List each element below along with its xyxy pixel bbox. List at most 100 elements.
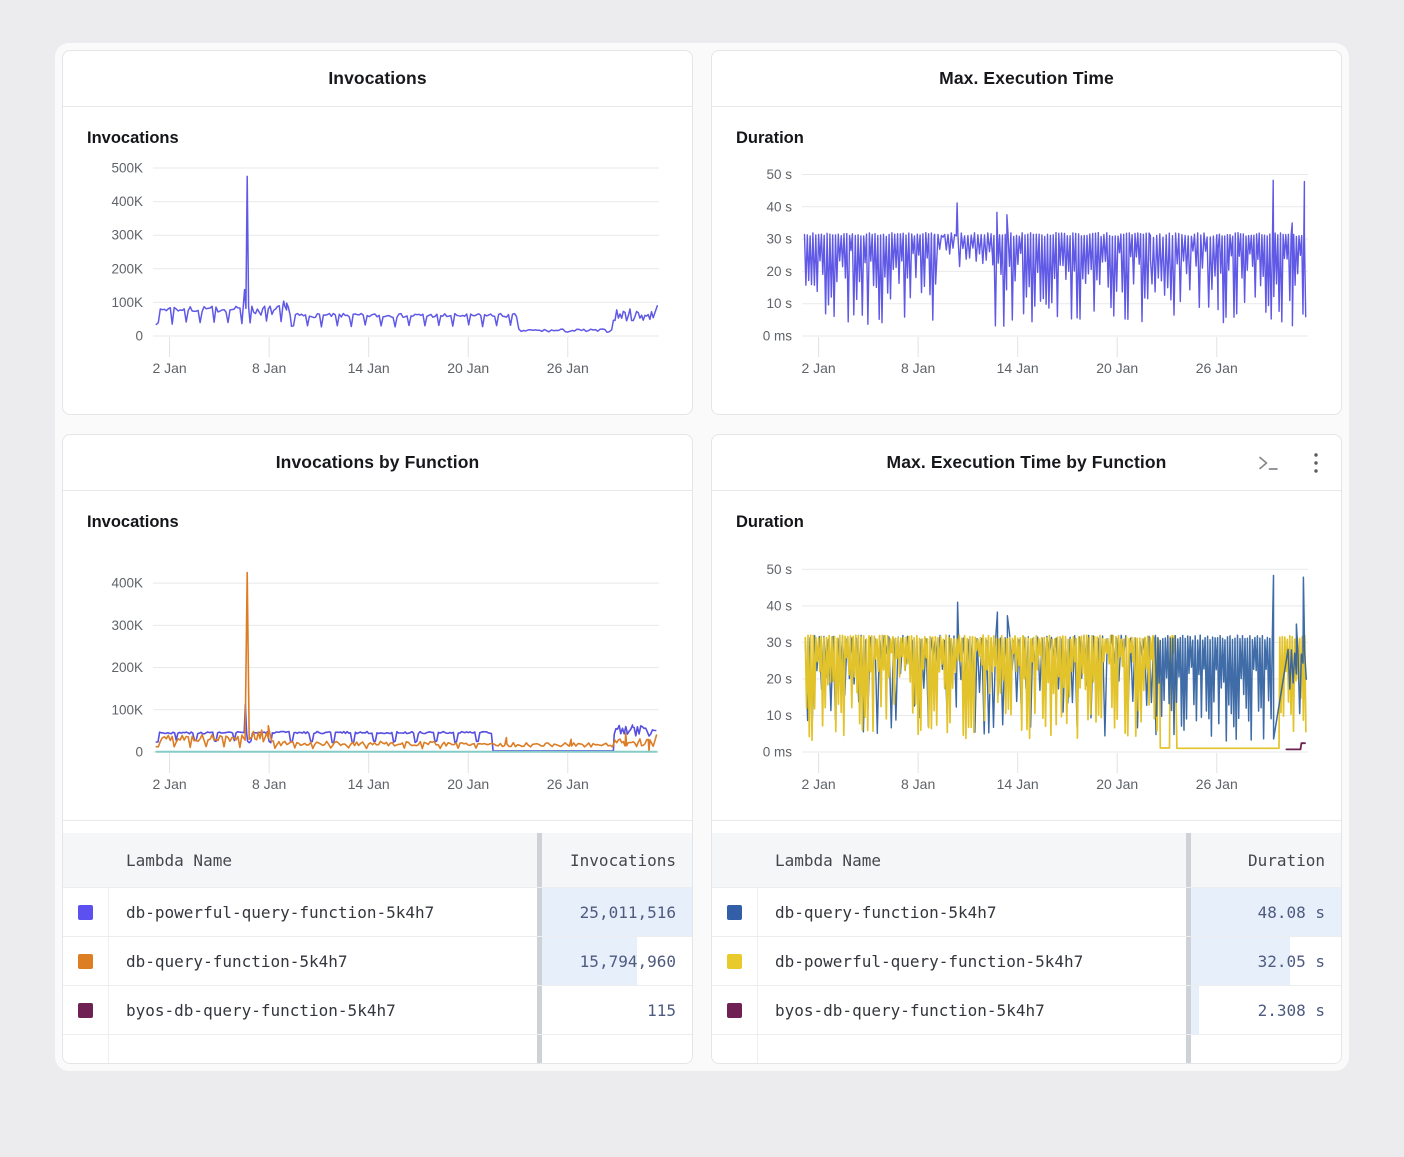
lambda-name-cell <box>109 1035 537 1063</box>
svg-text:30 s: 30 s <box>766 232 792 247</box>
chart-area-max-execution-time-by-function: Duration 50 s 40 s 30 s 20 s 10 s 0 ms 2 Jan 8 … <box>712 491 1341 821</box>
swatch-cell <box>712 986 758 1034</box>
lambda-name-cell: db-powerful-query-function-5k4h7 <box>775 951 1084 971</box>
chart-area-invocations-by-function: Invocations 400K 300K 200K 100K 0 2 Jan 8 Jan 1… <box>63 491 692 821</box>
max-execution-time-by-function-table: Lambda Name Duration db-query-function-5k4… <box>712 833 1341 1063</box>
card-title-max-execution-time-by-function: Max. Execution Time by Function <box>886 452 1167 472</box>
svg-text:14 Jan: 14 Jan <box>997 360 1039 376</box>
svg-text:400K: 400K <box>111 194 143 209</box>
y-axis-title: Duration <box>736 129 804 147</box>
swatch-cell <box>63 1035 109 1063</box>
svg-text:20 s: 20 s <box>766 671 792 686</box>
terminal-icon[interactable] <box>1257 454 1279 472</box>
swatch-cell <box>63 888 109 936</box>
y-axis-title: Duration <box>736 513 804 531</box>
value-cell <box>542 1035 692 1063</box>
table-row[interactable]: byos-db-query-function-5k4h7 115 <box>63 985 692 1034</box>
kebab-menu-icon[interactable] <box>1313 452 1319 474</box>
svg-text:100K: 100K <box>111 702 143 717</box>
value-cell: 15,794,960 <box>542 937 692 985</box>
svg-text:0 ms: 0 ms <box>763 329 793 344</box>
value-data-bar <box>542 888 692 936</box>
value-cell <box>1191 1035 1341 1063</box>
card-invocations-by-function: Invocations by Function Invocations 400K… <box>62 434 693 1064</box>
table-row[interactable]: byos-db-query-function-5k4h7 2.308 s <box>712 985 1341 1034</box>
value-text: 32.05 s <box>1257 951 1325 971</box>
svg-text:20 Jan: 20 Jan <box>447 776 489 792</box>
card-title-invocations: Invocations <box>328 68 427 88</box>
card-header: Invocations by Function <box>63 435 692 491</box>
lambda-name-cell: db-query-function-5k4h7 <box>775 902 997 922</box>
value-cell: 25,011,516 <box>542 888 692 936</box>
value-text: 25,011,516 <box>579 902 676 922</box>
column-resize-handle[interactable] <box>1186 937 1191 985</box>
table-row[interactable]: db-query-function-5k4h7 15,794,960 <box>63 936 692 985</box>
svg-text:30 s: 30 s <box>766 635 792 650</box>
column-resize-handle[interactable] <box>1186 1035 1191 1063</box>
svg-text:40 s: 40 s <box>766 598 792 613</box>
card-max-execution-time: Max. Execution Time Duration 50 s 40 s 30 … <box>711 50 1342 415</box>
table-row[interactable]: db-powerful-query-function-5k4h7 25,011,5… <box>63 887 692 936</box>
lambda-name-column-header[interactable]: Lambda Name <box>126 850 232 870</box>
svg-text:200K: 200K <box>111 261 143 276</box>
dashboard-grid: Invocations Invocations 500K 400K 300K 200K… <box>62 50 1342 1064</box>
svg-text:20 Jan: 20 Jan <box>447 360 489 376</box>
svg-text:20 Jan: 20 Jan <box>1096 776 1138 792</box>
column-resize-handle[interactable] <box>537 937 542 985</box>
svg-text:2 Jan: 2 Jan <box>152 776 186 792</box>
value-data-bar <box>1191 888 1341 936</box>
invocations-by-function-table: Lambda Name Invocations db-powerful-query-… <box>63 833 692 1063</box>
lambda-name-column-header[interactable]: Lambda Name <box>775 850 881 870</box>
column-resize-handle[interactable] <box>537 888 542 936</box>
table-header-row: Lambda Name Duration <box>712 833 1341 887</box>
lambda-name-cell: byos-db-query-function-5k4h7 <box>775 1000 1045 1020</box>
table-header-row: Lambda Name Invocations <box>63 833 692 887</box>
svg-text:200K: 200K <box>111 660 143 675</box>
value-text: 115 <box>647 1000 676 1020</box>
svg-text:26 Jan: 26 Jan <box>1196 360 1238 376</box>
lambda-name-cell: db-powerful-query-function-5k4h7 <box>126 902 435 922</box>
invocations-by-function-chart[interactable]: 400K 300K 200K 100K 0 2 Jan 8 Jan 14 Jan 20 Jan 2… <box>87 538 665 802</box>
swatch-column-header <box>63 833 109 887</box>
column-resize-handle[interactable] <box>1186 888 1191 936</box>
svg-text:50 s: 50 s <box>766 562 792 577</box>
table-row[interactable]: db-query-function-5k4h7 48.08 s <box>712 887 1341 936</box>
svg-text:0 ms: 0 ms <box>763 745 793 760</box>
svg-text:8 Jan: 8 Jan <box>252 360 286 376</box>
svg-text:8 Jan: 8 Jan <box>901 776 935 792</box>
value-column-header[interactable]: Invocations <box>570 850 676 870</box>
lambda-name-cell: db-query-function-5k4h7 <box>126 951 348 971</box>
table-row-partial <box>712 1034 1341 1063</box>
svg-text:0: 0 <box>135 329 143 344</box>
chart-area-invocations: Invocations 500K 400K 300K 200K 100K 0 2 Jan 8 … <box>63 107 692 400</box>
svg-text:26 Jan: 26 Jan <box>547 776 589 792</box>
column-resize-handle[interactable] <box>537 833 542 887</box>
value-column-header[interactable]: Duration <box>1247 850 1325 870</box>
max-execution-time-by-function-chart[interactable]: 50 s 40 s 30 s 20 s 10 s 0 ms 2 Jan 8 Jan 14 Jan… <box>736 538 1314 802</box>
svg-text:14 Jan: 14 Jan <box>348 776 390 792</box>
table-row[interactable]: db-powerful-query-function-5k4h7 32.05 s <box>712 936 1341 985</box>
svg-text:50 s: 50 s <box>766 167 792 182</box>
invocations-chart[interactable]: 500K 400K 300K 200K 100K 0 2 Jan 8 Jan 14 Jan 20 … <box>87 154 665 386</box>
svg-text:300K: 300K <box>111 228 143 243</box>
card-title-invocations-by-function: Invocations by Function <box>275 452 480 472</box>
series-color-swatch <box>727 953 742 969</box>
column-resize-handle[interactable] <box>537 1035 542 1063</box>
column-resize-handle[interactable] <box>1186 833 1191 887</box>
value-cell: 115 <box>542 986 692 1034</box>
card-invocations: Invocations Invocations 500K 400K 300K 200K… <box>62 50 693 415</box>
swatch-cell <box>712 937 758 985</box>
svg-text:300K: 300K <box>111 618 143 633</box>
svg-text:10 s: 10 s <box>766 708 792 723</box>
max-execution-time-chart[interactable]: 50 s 40 s 30 s 20 s 10 s 0 ms 2 Jan 8 Jan 14 Jan… <box>736 154 1314 386</box>
column-resize-handle[interactable] <box>537 986 542 1034</box>
svg-text:8 Jan: 8 Jan <box>252 776 286 792</box>
swatch-cell <box>712 1035 758 1063</box>
lambda-name-cell <box>758 1035 1186 1063</box>
column-resize-handle[interactable] <box>1186 986 1191 1034</box>
svg-text:14 Jan: 14 Jan <box>348 360 390 376</box>
svg-text:0: 0 <box>135 745 143 760</box>
svg-text:26 Jan: 26 Jan <box>547 360 589 376</box>
svg-text:500K: 500K <box>111 161 143 176</box>
card-header: Invocations <box>63 51 692 107</box>
